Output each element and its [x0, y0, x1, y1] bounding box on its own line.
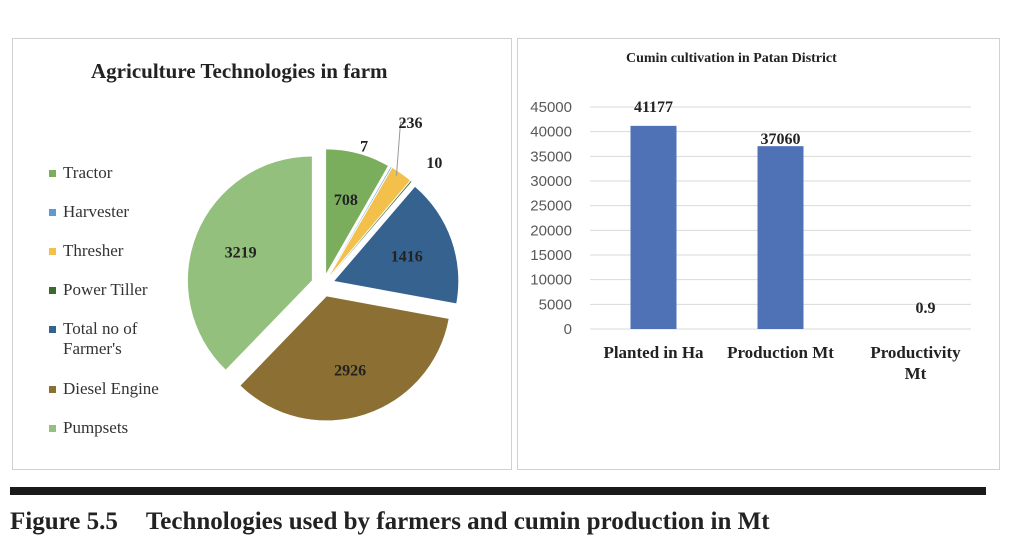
data-label: 37060	[761, 131, 801, 148]
y-tick-label: 5000	[539, 296, 572, 313]
data-label: 3219	[225, 245, 257, 262]
pie-slice	[330, 181, 412, 276]
legend-swatch	[49, 209, 56, 216]
bar-plot: 0 5000 10000 15000 20000 25000 30000 35000 40000…	[530, 99, 971, 383]
legend-item: Total no of Farmer's	[49, 319, 159, 359]
pie-slice	[240, 296, 449, 421]
legend-item: Tractor	[49, 163, 112, 183]
pie-chart-panel: Agriculture Technologies in farm Tractor…	[12, 38, 512, 470]
legend-label: Total no of Farmer's	[63, 319, 138, 358]
figure-caption-text: Technologies used by farmers and cumin p…	[145, 508, 770, 535]
pie-slice	[326, 149, 388, 274]
x-tick-label: Production Mt	[727, 343, 834, 362]
y-tick-label: 40000	[530, 124, 572, 141]
y-tick-label: 10000	[530, 272, 572, 289]
data-label: 1416	[391, 248, 423, 265]
legend-label: Diesel Engine	[63, 379, 159, 398]
x-tick-label: Mt	[905, 364, 927, 383]
pie-slice	[187, 156, 312, 370]
y-tick-label: 25000	[530, 198, 572, 215]
legend-label: Pumpsets	[63, 418, 129, 437]
data-label: 708	[334, 192, 358, 209]
data-label: 41177	[634, 99, 673, 116]
y-tick-label: 30000	[530, 173, 572, 190]
pie-chart-title: Agriculture Technologies in farm	[91, 59, 388, 83]
legend-label: Harvester	[63, 202, 130, 221]
x-tick-label: Productivity	[870, 343, 961, 362]
bar	[757, 146, 804, 329]
figure-caption: Figure 5.5 Technologies used by farmers a…	[10, 508, 798, 536]
data-label: 7	[360, 139, 368, 156]
data-label: 2926	[334, 363, 366, 380]
y-tick-label: 0	[564, 321, 572, 338]
data-label: 236	[399, 115, 423, 132]
legend-swatch	[49, 170, 56, 177]
y-tick-label: 45000	[530, 99, 572, 116]
legend-item: Diesel Engine	[49, 379, 159, 399]
legend-swatch	[49, 386, 56, 393]
pie-slice	[329, 168, 410, 276]
figure-label: Figure 5.5	[10, 508, 118, 535]
legend-swatch	[49, 287, 56, 294]
bar-chart-title: Cumin cultivation in Patan District	[626, 51, 837, 66]
legend-item: Thresher	[49, 241, 123, 261]
pie-slice	[334, 186, 459, 304]
data-label: 0.9	[916, 300, 936, 317]
bar-chart-panel: Cumin cultivation in Patan District 0 500…	[517, 38, 1000, 470]
legend-swatch	[49, 425, 56, 432]
pie-plot: 708 7 236 10 1416 2926 3219	[187, 115, 459, 421]
legend-label: Tractor	[63, 163, 113, 182]
bar	[630, 125, 677, 329]
legend-swatch	[49, 326, 56, 333]
legend-label: Power Tiller	[63, 280, 148, 299]
pie-slice	[329, 167, 392, 275]
y-tick-label: 35000	[530, 148, 572, 165]
leader-line	[395, 121, 407, 176]
data-label: 10	[426, 155, 442, 172]
legend-item: Harvester	[49, 202, 129, 222]
y-tick-label: 20000	[530, 222, 572, 239]
x-tick-label: Planted in Ha	[603, 343, 704, 362]
legend-item: Pumpsets	[49, 418, 128, 438]
y-tick-label: 15000	[530, 247, 572, 264]
legend-label: Thresher	[63, 241, 124, 260]
legend-item: Power Tiller	[49, 280, 148, 300]
caption-rule	[10, 487, 986, 495]
legend-swatch	[49, 248, 56, 255]
